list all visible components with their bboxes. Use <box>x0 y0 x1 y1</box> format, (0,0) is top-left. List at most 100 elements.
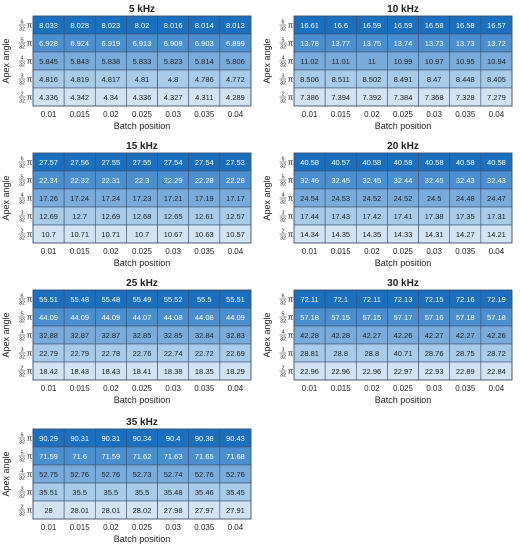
cell-value-label: 57.15 <box>362 313 381 322</box>
cell-value-label: 10.7 <box>135 230 150 239</box>
cell-value-label: 22.79 <box>39 349 58 358</box>
cell-value-label: 5.814 <box>195 57 214 66</box>
cell-value-label: 24.54 <box>300 194 319 203</box>
y-tick-denominator: 32 <box>19 63 25 69</box>
y-tick-label: 232 π <box>18 366 33 379</box>
cell-value-label: 4.336 <box>133 93 152 102</box>
y-tick-label: 532 π <box>279 312 294 325</box>
cell-value-label: 32.45 <box>362 176 381 185</box>
cell-value-label: 40.58 <box>425 158 444 167</box>
y-tick-denominator: 32 <box>19 182 25 188</box>
y-tick-pi-symbol: π <box>288 176 294 185</box>
cell-value-label: 6.899 <box>226 39 245 48</box>
heatmap-border <box>293 15 513 107</box>
cell-value-label: 42.27 <box>362 331 381 340</box>
y-tick-label: 332 π <box>18 211 33 224</box>
heatmap-border <box>293 289 513 381</box>
cell-value-label: 42.27 <box>425 331 444 340</box>
cell-value-label: 57.18 <box>300 313 319 322</box>
y-tick-label: 432 π <box>18 469 33 482</box>
cell-value-label: 90.31 <box>70 434 89 443</box>
cell-value-label: 16.59 <box>362 21 381 30</box>
cell-value-label: 27.53 <box>226 158 245 167</box>
y-tick-numerator: 5 <box>20 312 23 318</box>
y-tick-pi-symbol: π <box>288 194 294 203</box>
y-tick-label: 632 π <box>279 20 294 33</box>
x-tick-label: 0.035 <box>455 384 476 393</box>
cell-value-label: 7.384 <box>394 93 413 102</box>
cell-value-label: 7.328 <box>456 93 475 102</box>
panel-title: 20 kHz <box>387 141 419 152</box>
x-tick-label: 0.035 <box>455 247 476 256</box>
x-tick-label: 0.015 <box>70 247 91 256</box>
cell-value-label: 4.327 <box>164 93 183 102</box>
y-tick-label: 332 π <box>279 211 294 224</box>
cell-value-label: 13.77 <box>331 39 350 48</box>
heatmap-panel: 5 kHz 8.033 8.028 8.023 8.02 8.016 8.014 8.013 6… <box>1 4 252 131</box>
y-tick-numerator: 2 <box>20 366 23 372</box>
cell-value-label: 16.61 <box>300 21 319 30</box>
panel-title: 5 kHz <box>129 4 155 15</box>
y-tick-pi-symbol: π <box>27 230 33 239</box>
heatmap-border <box>293 152 513 244</box>
cell-value-label: 17.31 <box>487 212 506 221</box>
cell-value-label: 44.09 <box>226 313 245 322</box>
y-tick-label: 432 π <box>18 193 33 206</box>
cell-value-label: 16.58 <box>425 21 444 30</box>
cell-value-label: 22.31 <box>101 176 120 185</box>
y-tick-denominator: 32 <box>19 440 25 446</box>
cell-value-label: 7.279 <box>487 93 506 102</box>
y-tick-numerator: 6 <box>281 20 284 26</box>
y-tick-denominator: 32 <box>280 373 286 379</box>
cell-value-label: 13.72 <box>487 39 506 48</box>
cell-value-label: 22.93 <box>425 367 444 376</box>
y-tick-denominator: 32 <box>280 182 286 188</box>
y-tick-numerator: 6 <box>20 294 23 300</box>
cell-value-label: 10.94 <box>487 57 506 66</box>
cell-value-label: 40.58 <box>300 158 319 167</box>
y-tick-label: 532 π <box>279 38 294 51</box>
cell-value-label: 17.35 <box>456 212 475 221</box>
cell-value-label: 40.58 <box>394 158 413 167</box>
y-tick-denominator: 32 <box>19 458 25 464</box>
cell-value-label: 5.843 <box>70 57 89 66</box>
cell-value-label: 27.55 <box>133 158 152 167</box>
cell-value-label: 17.41 <box>394 212 413 221</box>
cell-value-label: 28 <box>44 506 52 515</box>
cell-value-label: 6.908 <box>164 39 183 48</box>
cell-value-label: 18.38 <box>164 367 183 376</box>
y-tick-numerator: 3 <box>281 211 284 217</box>
y-tick-label: 332 π <box>18 487 33 500</box>
y-tick-denominator: 32 <box>280 355 286 361</box>
x-tick-label: 0.01 <box>41 384 57 393</box>
cell-value-label: 4.786 <box>195 75 214 84</box>
cell-value-label: 52.73 <box>133 470 152 479</box>
cell-value-label: 6.903 <box>195 39 214 48</box>
heatmap-border <box>32 428 252 520</box>
x-tick-label: 0.01 <box>302 110 318 119</box>
y-tick-pi-symbol: π <box>288 158 294 167</box>
cell-value-label: 10.63 <box>195 230 214 239</box>
cell-value-label: 55.5 <box>197 295 212 304</box>
cell-value-label: 22.34 <box>39 176 58 185</box>
cell-value-label: 27.54 <box>164 158 183 167</box>
cell-value-label: 42.28 <box>331 331 350 340</box>
x-tick-label: 0.03 <box>165 247 181 256</box>
cell-value-label: 10.95 <box>456 57 475 66</box>
cell-value-label: 14.33 <box>394 230 413 239</box>
x-tick-label: 0.015 <box>70 384 91 393</box>
y-tick-denominator: 32 <box>19 355 25 361</box>
y-tick-numerator: 4 <box>281 193 284 199</box>
cell-value-label: 27.56 <box>70 158 89 167</box>
cell-value-label: 52.74 <box>164 470 183 479</box>
cell-value-label: 40.58 <box>487 158 506 167</box>
cell-value-label: 17.23 <box>133 194 152 203</box>
cell-value-label: 4.8 <box>168 75 178 84</box>
y-tick-numerator: 5 <box>281 312 284 318</box>
x-tick-label: 0.04 <box>228 247 244 256</box>
y-tick-label: 532 π <box>18 312 33 325</box>
cell-value-label: 22.89 <box>456 367 475 376</box>
y-tick-numerator: 3 <box>20 74 23 80</box>
y-tick-pi-symbol: π <box>27 39 33 48</box>
y-tick-denominator: 32 <box>19 476 25 482</box>
